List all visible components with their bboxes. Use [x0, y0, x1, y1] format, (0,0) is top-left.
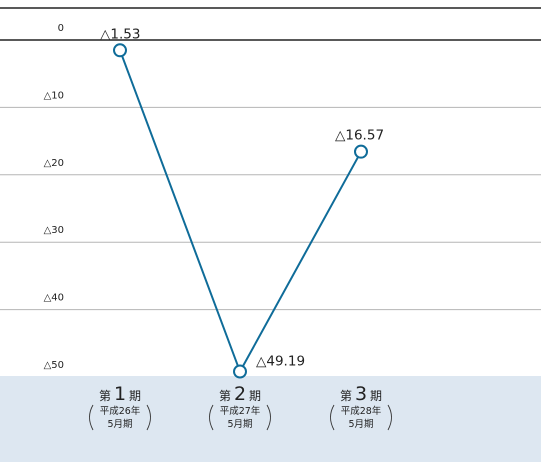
data-labels: △1.53 △49.19 △16.57 — [100, 26, 384, 369]
category-2-left-paren — [209, 404, 214, 431]
y-tick-label-3: △30 — [44, 225, 64, 236]
category-3-year: 平成28年 — [341, 405, 382, 417]
category-2-period: 5月期 — [227, 419, 252, 430]
y-tick-label-1: △10 — [44, 90, 64, 101]
category-1-right-paren — [146, 404, 151, 431]
data-label-3: △16.57 — [335, 128, 384, 144]
y-tick-label-4: △40 — [44, 293, 64, 304]
category-3-right-paren — [387, 404, 392, 431]
series-line — [119, 49, 362, 374]
data-point-1 — [113, 43, 127, 58]
y-tick-labels: 0 △10 △20 △30 △40 △50 — [44, 23, 64, 371]
category-1-period: 5月期 — [107, 419, 132, 430]
data-label-2: △49.19 — [256, 354, 305, 370]
category-1-year: 平成26年 — [100, 405, 141, 417]
data-point-3 — [354, 144, 368, 159]
category-3-period: 5月期 — [348, 419, 373, 430]
category-2-year: 平成27年 — [220, 405, 261, 417]
category-3-left-paren — [330, 404, 335, 431]
data-label-1: △1.53 — [100, 26, 140, 42]
grid-lines — [0, 39, 541, 311]
category-1-left-paren — [89, 404, 94, 431]
data-point-2 — [233, 364, 247, 379]
y-tick-label-2: △20 — [44, 158, 64, 169]
category-2-right-paren — [266, 404, 271, 431]
y-tick-label-5: △50 — [44, 360, 64, 371]
y-tick-label-0: 0 — [58, 23, 64, 34]
series-main — [113, 43, 368, 379]
